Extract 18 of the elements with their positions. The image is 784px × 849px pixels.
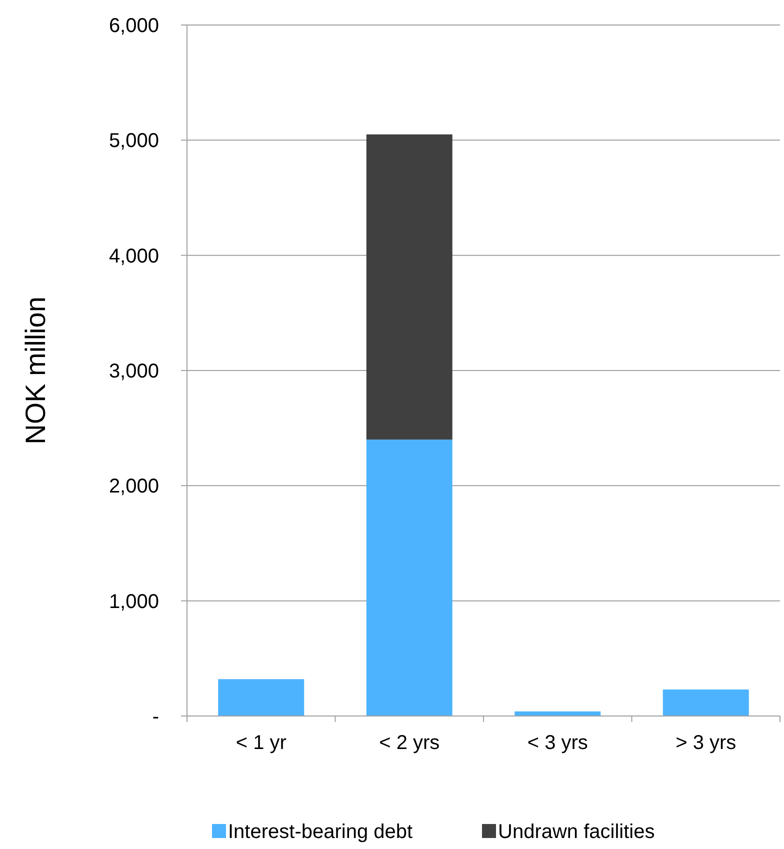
x-tick-label: < 1 yr (236, 732, 287, 754)
x-tick-label: < 2 yrs (379, 732, 440, 754)
y-tick-label: 6,000 (108, 15, 159, 37)
y-axis-title: NOK million (20, 296, 51, 444)
bar (218, 679, 304, 716)
y-tick-label: - (152, 706, 159, 728)
legend-label: Interest-bearing debt (228, 821, 414, 843)
bar (366, 440, 452, 716)
bar (366, 134, 452, 440)
x-tick-label: < 3 yrs (527, 732, 588, 754)
x-tick-label: > 3 yrs (676, 732, 736, 754)
y-tick-label: 4,000 (108, 245, 159, 268)
bar (662, 690, 749, 716)
y-tick-label: 5,000 (108, 130, 159, 152)
y-tick-label: 2,000 (108, 476, 159, 498)
y-tick-label: 3,000 (108, 360, 159, 382)
legend-label: Undrawn facilities (498, 821, 655, 843)
y-tick-label: 1,000 (108, 590, 159, 613)
